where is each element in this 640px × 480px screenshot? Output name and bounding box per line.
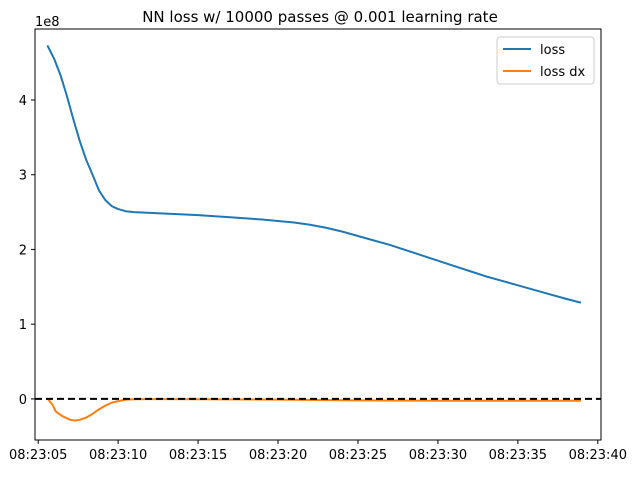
x-tick-label: 08:23:35 <box>489 448 547 463</box>
series-line-loss-dx <box>46 397 582 422</box>
x-tick-label: 08:23:30 <box>409 448 467 463</box>
x-tick-label: 08:23:40 <box>569 448 627 463</box>
y-tick-label: 0 <box>19 393 27 408</box>
x-tick-label: 08:23:25 <box>329 448 387 463</box>
x-tick-label: 08:23:20 <box>249 448 307 463</box>
y-tick-label: 3 <box>19 169 27 184</box>
legend-label-loss: loss <box>540 43 565 58</box>
axes: 08:23:05 08:23:10 08:23:15 08:23:20 08:23:25… <box>9 28 627 463</box>
y-offset-label: 1e8 <box>35 15 60 30</box>
y-tick-label: 1 <box>19 318 27 333</box>
y-tick-label: 2 <box>19 243 27 258</box>
legend-label-loss-dx: loss dx <box>540 65 585 80</box>
legend: loss loss dx <box>496 36 595 85</box>
x-tick-label: 08:23:10 <box>89 448 147 463</box>
plot-area <box>35 45 601 422</box>
x-tick-label: 08:23:05 <box>9 448 67 463</box>
y-tick-label: 4 <box>19 94 27 109</box>
axes-frame <box>34 28 602 441</box>
chart-title: NN loss w/ 10000 passes @ 0.001 learning… <box>142 8 498 26</box>
x-tick-label: 08:23:15 <box>169 448 227 463</box>
series-line-loss <box>46 45 582 304</box>
